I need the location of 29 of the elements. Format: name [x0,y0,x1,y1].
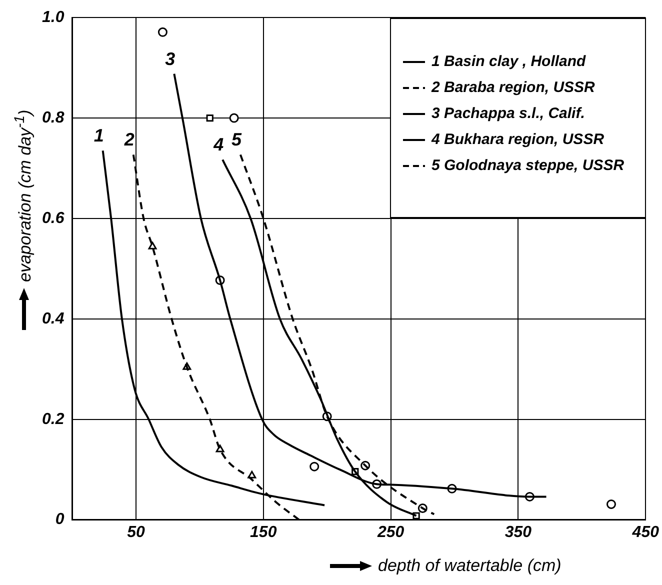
x-tick-label: 350 [504,524,532,541]
x-tick-label: 150 [250,524,277,541]
legend-label: 3 Pachappa s.l., Calif. [431,105,585,122]
x-tick-label: 50 [127,524,145,541]
point [310,462,320,472]
y-tick-label: 0.2 [42,410,64,428]
point [229,113,239,123]
point [158,27,168,37]
annotation: 1 [94,126,104,146]
x-tick-label: 450 [631,524,660,541]
point [606,499,616,509]
y-tick-label: 0.4 [42,310,64,328]
point [248,470,256,478]
x-axis-title: depth of watertable (cm) [378,556,562,576]
legend-label: 2 Baraba region, USSR [431,79,595,96]
annotation: 5 [231,130,242,150]
y-tick-label: 0 [55,511,64,528]
point [148,242,157,250]
annotation: 2 [123,130,134,150]
legend-label: 5 Golodnaya steppe, USSR [431,157,624,174]
annotation: 3 [165,48,176,69]
y-tick-label: 0.8 [42,109,64,126]
legend-label: 1 Basin clay , Holland [431,53,586,70]
legend-label: 4 Bukhara region, USSR [431,131,604,148]
point [206,114,214,122]
x-tick-label: 250 [376,524,404,541]
y-tick-label: 1.0 [42,9,64,26]
y-tick-label: 0.6 [42,210,64,227]
annotation: 4 [212,134,224,155]
